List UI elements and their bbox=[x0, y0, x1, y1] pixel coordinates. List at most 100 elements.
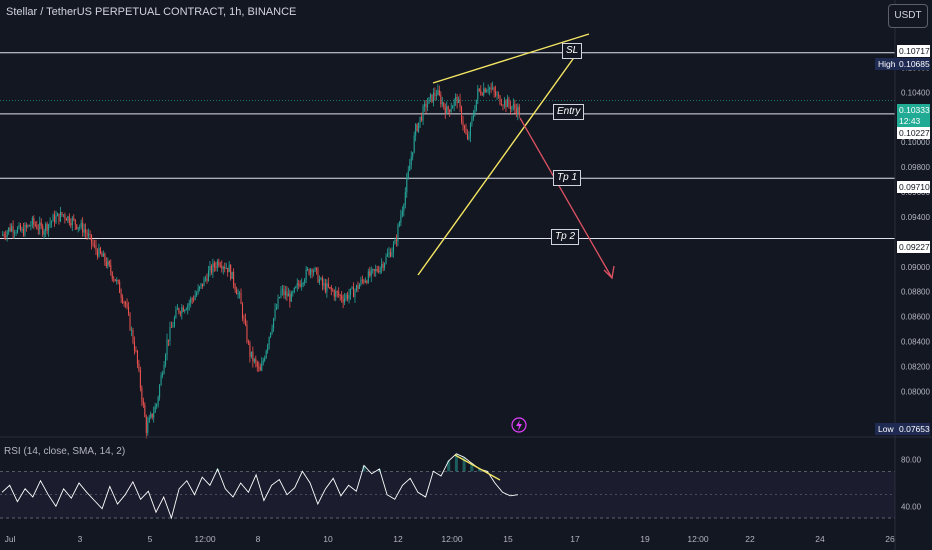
x-tick-label: 12:00 bbox=[441, 534, 463, 544]
candle-body bbox=[49, 222, 51, 225]
candle-body bbox=[392, 244, 394, 252]
candle-body bbox=[244, 319, 246, 325]
candle-body bbox=[250, 351, 252, 357]
candle-body bbox=[234, 284, 236, 290]
candle-body bbox=[224, 267, 226, 269]
candle-body bbox=[338, 292, 340, 296]
candle-body bbox=[22, 228, 24, 236]
candle-body bbox=[347, 294, 349, 299]
candle-body bbox=[203, 278, 205, 287]
candle-body bbox=[191, 298, 193, 300]
candle-body bbox=[446, 106, 448, 114]
x-tick-label: 15 bbox=[503, 534, 513, 544]
candle-body bbox=[339, 295, 341, 296]
candle-body bbox=[509, 104, 511, 110]
candle-body bbox=[239, 292, 241, 294]
candle-body bbox=[406, 178, 408, 193]
current-price-tag: 0.10333 bbox=[897, 104, 930, 116]
candle-body bbox=[253, 359, 255, 362]
x-tick-label: 5 bbox=[148, 534, 153, 544]
candle-body bbox=[363, 280, 365, 283]
candle-body bbox=[389, 252, 392, 257]
candle-body bbox=[505, 100, 507, 108]
candle-body bbox=[173, 317, 175, 326]
rsi-overbought-fill bbox=[216, 453, 481, 472]
candle-body bbox=[455, 96, 457, 101]
candle-body bbox=[129, 313, 131, 331]
candle-body bbox=[51, 221, 53, 223]
x-tick-label: 8 bbox=[256, 534, 261, 544]
candle-body bbox=[351, 287, 353, 289]
candle-body bbox=[33, 218, 35, 225]
candle-body bbox=[483, 88, 485, 96]
candle-body bbox=[199, 286, 201, 289]
candle-body bbox=[401, 210, 403, 216]
candle-body bbox=[213, 263, 215, 267]
candle-body bbox=[37, 228, 39, 230]
candle-body bbox=[486, 90, 488, 93]
high-price-tag: 0.10685 bbox=[897, 58, 930, 70]
x-tick-label: 24 bbox=[815, 534, 825, 544]
tp1-annotation: Tp 1 bbox=[553, 170, 582, 186]
candle-body bbox=[376, 269, 378, 272]
candle-body bbox=[36, 225, 38, 229]
candle-body bbox=[68, 216, 70, 224]
candle-body bbox=[176, 308, 178, 310]
x-tick-label: 12:00 bbox=[194, 534, 216, 544]
candle-body bbox=[256, 362, 258, 367]
candle-body bbox=[202, 283, 204, 287]
candle-body bbox=[123, 302, 125, 304]
candle-body bbox=[461, 107, 463, 122]
candle-body bbox=[43, 231, 45, 235]
x-tick-label: 12:00 bbox=[687, 534, 709, 544]
candle-body bbox=[429, 94, 431, 98]
candle-body bbox=[175, 309, 177, 318]
currency-button[interactable]: USDT bbox=[888, 4, 928, 28]
candle-body bbox=[83, 229, 85, 233]
candle-body bbox=[145, 416, 147, 433]
x-tick-label: 10 bbox=[323, 534, 333, 544]
candle-body bbox=[355, 285, 357, 291]
rsi-legend: RSI (14, close, SMA, 14, 2) bbox=[4, 446, 126, 457]
candle-body bbox=[70, 223, 72, 226]
candle-body bbox=[518, 106, 520, 114]
tp2-price-tag: 0.09227 bbox=[897, 241, 930, 253]
candle-body bbox=[321, 278, 323, 286]
candle-body bbox=[310, 269, 312, 275]
candle-body bbox=[352, 287, 355, 298]
candle-body bbox=[293, 287, 295, 293]
candle-body bbox=[172, 325, 174, 328]
candle-body bbox=[166, 339, 168, 356]
candle-body bbox=[421, 116, 423, 121]
candle-body bbox=[120, 293, 122, 298]
candle-body bbox=[59, 212, 61, 222]
candle-body bbox=[107, 261, 109, 267]
candle-body bbox=[3, 234, 5, 236]
candle-body bbox=[307, 269, 309, 270]
candle-body bbox=[422, 106, 424, 121]
sl-price-tag: 0.10717 bbox=[897, 45, 930, 57]
candle-body bbox=[25, 225, 27, 227]
candle-body bbox=[79, 226, 81, 228]
candle-body bbox=[160, 375, 162, 386]
candle-body bbox=[502, 105, 504, 107]
x-tick-label: 3 bbox=[78, 534, 83, 544]
candle-body bbox=[85, 229, 87, 233]
candle-body bbox=[261, 363, 263, 371]
candle-body bbox=[428, 97, 430, 104]
candle-body bbox=[452, 106, 454, 109]
candle-body bbox=[236, 289, 238, 295]
candle-body bbox=[366, 281, 368, 283]
candle-body bbox=[165, 355, 167, 365]
candle-body bbox=[381, 263, 383, 268]
rsi-tick-label: 80.00 bbox=[901, 456, 922, 465]
candle-body bbox=[344, 298, 346, 303]
candle-body bbox=[438, 90, 440, 95]
candle-body bbox=[31, 218, 33, 226]
candle-body bbox=[187, 305, 189, 310]
x-tick-label: 17 bbox=[570, 534, 580, 544]
candle-body bbox=[515, 108, 517, 115]
projection-arrowhead bbox=[603, 265, 615, 280]
